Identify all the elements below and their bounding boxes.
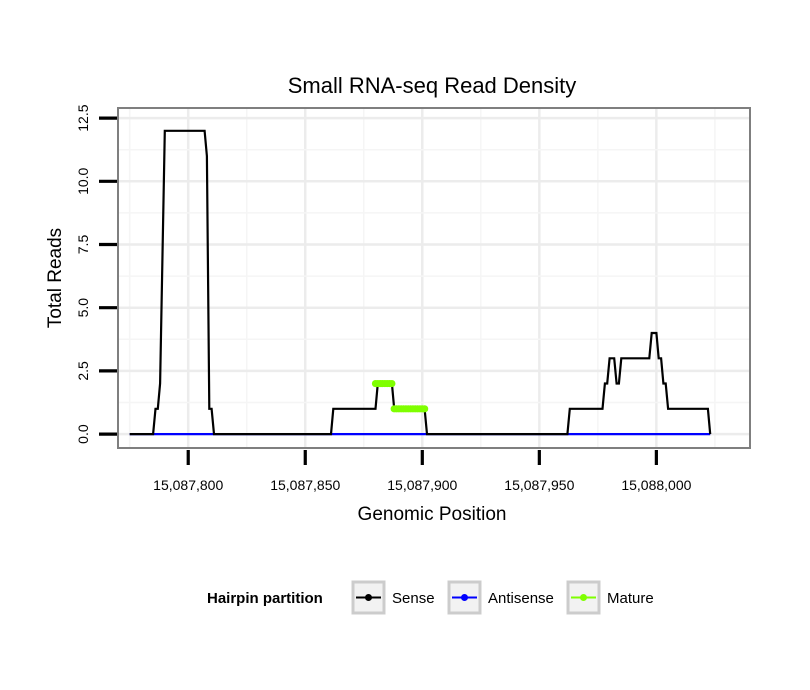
series-layer: [129, 129, 712, 436]
y-axis: 0.0 2.5 5.0 7.5 10.0 12.5: [75, 104, 117, 444]
legend-item-antisense: Antisense: [447, 580, 554, 615]
y-tick-label: 12.5: [75, 104, 91, 131]
x-tick-label: 15,087,850: [270, 477, 340, 493]
plot-panel-border: [117, 107, 751, 449]
grid-lines: [118, 108, 750, 448]
legend-label: Mature: [607, 590, 654, 607]
series-point-mature: [388, 379, 396, 388]
x-tick-label: 15,088,000: [621, 477, 691, 493]
legend-key-point: [365, 594, 372, 601]
legend-item-sense: Sense: [351, 580, 435, 615]
y-tick-label: 2.5: [75, 361, 91, 381]
legend-key-point: [580, 594, 587, 601]
y-tick-label: 0.0: [75, 424, 91, 444]
legend-label: Sense: [392, 590, 435, 607]
x-tick-label: 15,087,800: [153, 477, 223, 493]
series-line-sense: [129, 129, 712, 436]
legend-label: Antisense: [488, 590, 554, 607]
y-axis-title: Total Reads: [45, 228, 66, 328]
legend: Hairpin partition Sense Antisense Mature: [207, 580, 654, 615]
legend-title: Hairpin partition: [207, 590, 323, 607]
legend-item-mature: Mature: [566, 580, 654, 615]
x-axis: 15,087,800 15,087,850 15,087,900 15,087,950…: [153, 450, 692, 493]
x-axis-title: Genomic Position: [358, 504, 507, 525]
x-tick-label: 15,087,900: [387, 477, 457, 493]
y-tick-label: 7.5: [75, 235, 91, 255]
chart-title: Small RNA-seq Read Density: [288, 73, 577, 98]
series-point-mature: [421, 405, 429, 413]
plot-panel-background: [118, 108, 750, 448]
y-tick-label: 5.0: [75, 298, 91, 318]
x-tick-label: 15,087,950: [504, 477, 574, 493]
y-tick-label: 10.0: [75, 167, 91, 194]
legend-key-point: [461, 594, 468, 601]
